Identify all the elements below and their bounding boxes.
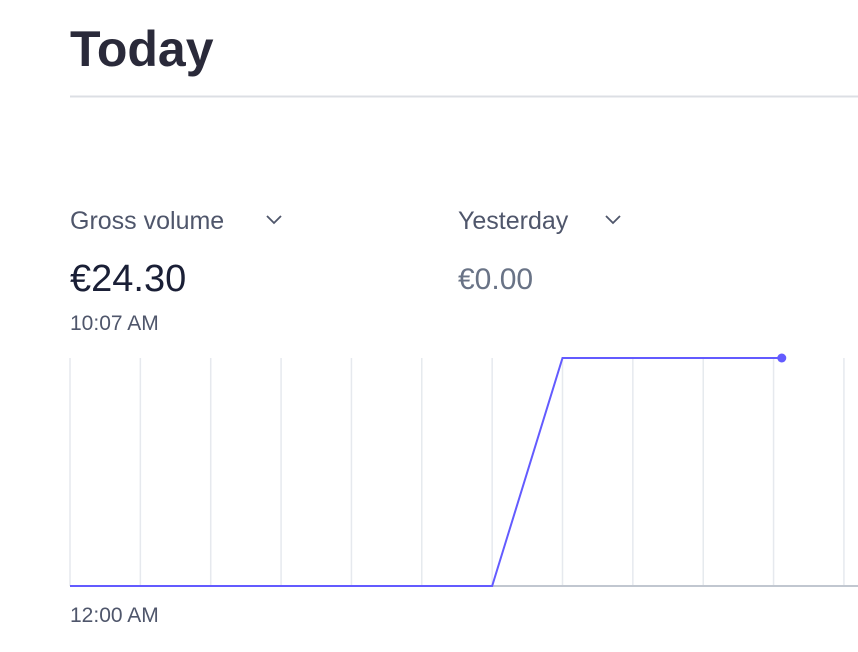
metric-label[interactable]: Gross volume	[70, 207, 224, 235]
metric-selector[interactable]: Gross volume	[70, 207, 282, 235]
compare-selector[interactable]: Yesterday	[458, 207, 621, 235]
metric-value: €24.30	[70, 258, 186, 300]
compare-label[interactable]: Yesterday	[458, 207, 569, 235]
page-title: Today	[70, 21, 214, 77]
chart	[69, 353, 858, 587]
x-start-label: 12:00 AM	[70, 604, 159, 627]
metric-time: 10:07 AM	[70, 312, 159, 335]
series-line	[70, 357, 782, 587]
current-point	[777, 353, 787, 363]
chevron[interactable]	[605, 215, 621, 225]
compare-value: €0.00	[458, 263, 533, 296]
chevron[interactable]	[266, 215, 282, 225]
